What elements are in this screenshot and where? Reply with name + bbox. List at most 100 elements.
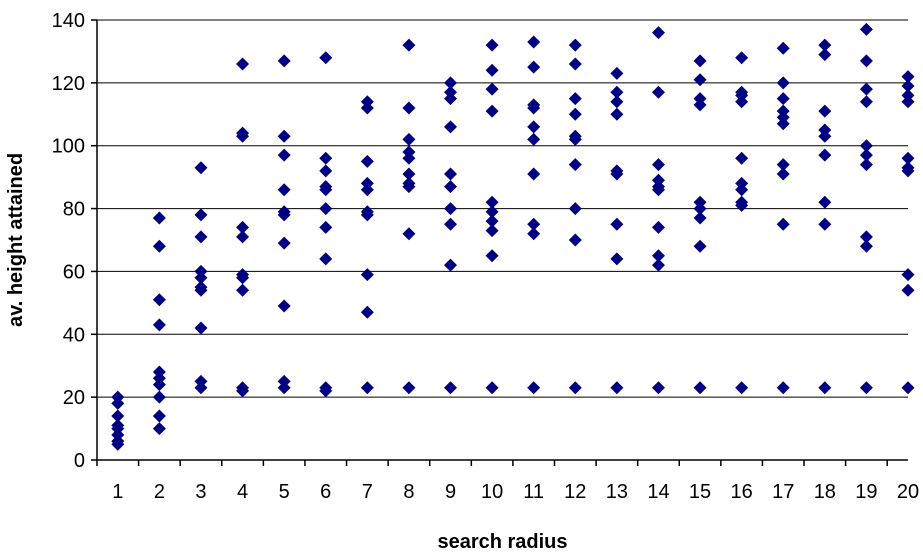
- data-point: [152, 239, 166, 253]
- data-point: [444, 217, 458, 231]
- data-point: [651, 183, 665, 197]
- data-point: [568, 233, 582, 247]
- y-axis-title: av. height attained: [5, 153, 27, 327]
- data-point: [319, 202, 333, 216]
- data-point: [859, 158, 873, 172]
- data-point: [610, 252, 624, 266]
- data-point: [527, 35, 541, 49]
- data-point: [651, 85, 665, 99]
- data-point: [651, 258, 665, 272]
- data-point: [568, 381, 582, 395]
- data-point: [735, 95, 749, 109]
- data-point: [277, 54, 291, 68]
- data-point: [901, 151, 915, 165]
- data-point: [236, 220, 250, 234]
- data-point: [444, 92, 458, 106]
- x-tick-label: 8: [403, 481, 414, 503]
- data-point: [360, 381, 374, 395]
- data-point: [485, 249, 499, 263]
- data-point: [194, 321, 208, 335]
- data-point: [693, 381, 707, 395]
- data-point: [152, 422, 166, 436]
- x-tick-label: 5: [279, 481, 290, 503]
- data-point: [485, 381, 499, 395]
- y-tick-label: 120: [52, 73, 85, 95]
- data-point: [277, 129, 291, 143]
- x-tick-label: 6: [320, 481, 331, 503]
- data-point: [111, 396, 125, 410]
- data-point: [152, 211, 166, 225]
- data-point: [402, 101, 416, 115]
- data-point: [651, 381, 665, 395]
- data-point: [277, 381, 291, 395]
- data-point: [818, 148, 832, 162]
- data-point: [776, 158, 790, 172]
- data-point: [485, 63, 499, 77]
- data-point: [319, 384, 333, 398]
- data-point: [901, 70, 915, 84]
- data-point: [485, 224, 499, 238]
- data-point: [277, 183, 291, 197]
- data-point: [152, 390, 166, 404]
- x-axis-ticks: 1 2 3 4 5 6 7 8 9 10 11 12 13 14 15 16 17 18 19 20: [96, 460, 919, 503]
- data-point: [319, 183, 333, 197]
- data-point: [859, 95, 873, 109]
- data-point: [818, 381, 832, 395]
- data-point: [859, 22, 873, 36]
- data-point: [610, 107, 624, 121]
- x-tick-label: 15: [689, 481, 711, 503]
- data-point: [360, 305, 374, 319]
- data-point: [236, 271, 250, 285]
- data-point: [360, 154, 374, 168]
- data-point: [527, 167, 541, 181]
- data-point: [735, 151, 749, 165]
- data-point: [818, 38, 832, 52]
- x-tick-label: 4: [237, 481, 248, 503]
- data-point: [485, 38, 499, 52]
- data-point: [444, 167, 458, 181]
- data-point: [610, 66, 624, 80]
- data-point: [360, 268, 374, 282]
- data-point: [236, 384, 250, 398]
- data-point: [568, 107, 582, 121]
- data-point: [360, 101, 374, 115]
- data-point: [485, 82, 499, 96]
- y-tick-label: 60: [63, 261, 85, 283]
- x-tick-label: 12: [564, 481, 586, 503]
- x-tick-label: 1: [112, 481, 123, 503]
- data-point: [402, 151, 416, 165]
- data-point: [568, 132, 582, 146]
- data-point: [568, 202, 582, 216]
- x-axis-title: search radius: [437, 531, 567, 553]
- y-tick-label: 0: [74, 450, 85, 472]
- data-point: [277, 148, 291, 162]
- data-point: [444, 381, 458, 395]
- data-point: [859, 54, 873, 68]
- data-point: [194, 208, 208, 222]
- data-point: [236, 129, 250, 143]
- data-point: [402, 132, 416, 146]
- data-point: [818, 129, 832, 143]
- data-point: [776, 217, 790, 231]
- data-point: [859, 230, 873, 244]
- data-point: [485, 104, 499, 118]
- data-point: [402, 381, 416, 395]
- data-point: [818, 195, 832, 209]
- x-tick-label: 3: [195, 481, 206, 503]
- data-point: [901, 79, 915, 93]
- data-point: [527, 60, 541, 74]
- x-tick-label: 16: [731, 481, 753, 503]
- data-point: [277, 236, 291, 250]
- x-tick-label: 9: [445, 481, 456, 503]
- data-point: [651, 220, 665, 234]
- data-point: [111, 409, 125, 423]
- data-point: [402, 227, 416, 241]
- data-point: [152, 409, 166, 423]
- data-point: [693, 73, 707, 87]
- x-tick-label: 10: [481, 481, 503, 503]
- x-tick-label: 13: [606, 481, 628, 503]
- x-tick-label: 2: [154, 481, 165, 503]
- data-point: [111, 437, 125, 451]
- data-point: [859, 139, 873, 153]
